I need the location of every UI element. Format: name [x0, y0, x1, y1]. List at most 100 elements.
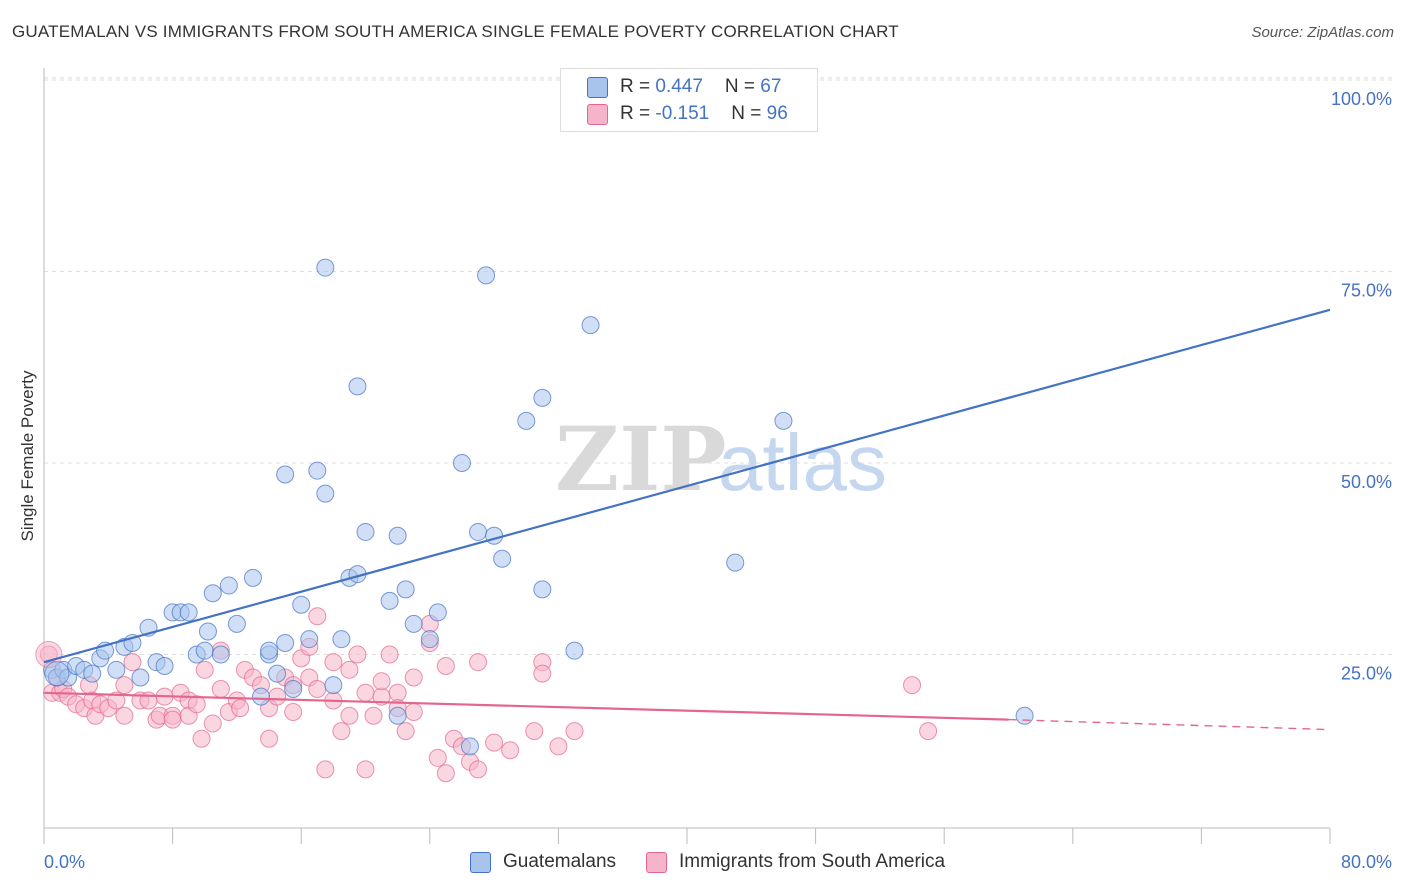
- guatemalan-point: [533, 388, 552, 407]
- immigrant-point: [364, 706, 383, 725]
- immigrant-point: [316, 760, 335, 779]
- immigrant-point: [436, 656, 455, 675]
- immigrant-point: [260, 729, 279, 748]
- data-points: [35, 258, 1034, 783]
- legend-label: Guatemalans: [503, 851, 617, 872]
- guatemalan-point: [155, 656, 174, 675]
- legend-r-label: R =: [620, 103, 656, 124]
- immigrant-point: [107, 691, 126, 710]
- guatemalan-point: [452, 454, 471, 472]
- guatemalan-trend-line: [43, 308, 1331, 664]
- guatemalan-point: [195, 641, 214, 660]
- immigrant-point: [380, 645, 399, 664]
- guatemalan-point: [396, 580, 415, 599]
- guatemalan-point: [219, 576, 238, 595]
- pink-swatch-icon: [646, 851, 668, 873]
- series-legend: Guatemalans Immigrants from South Americ…: [470, 851, 975, 873]
- guatemalan-point: [83, 664, 102, 683]
- immigrant-point: [372, 672, 391, 691]
- immigrant-point: [340, 660, 359, 679]
- guatemalan-point: [243, 568, 262, 587]
- watermark-atlas: atlas: [718, 418, 887, 507]
- immigrant-point: [469, 653, 488, 672]
- immigrant-point: [404, 668, 423, 687]
- immigrant-point: [187, 695, 206, 714]
- immigrant-point: [533, 664, 552, 683]
- immigrant-point: [203, 714, 222, 733]
- chart-title: GUATEMALAN VS IMMIGRANTS FROM SOUTH AMER…: [12, 22, 899, 41]
- guatemalan-point: [198, 622, 217, 641]
- guatemalan-point: [380, 591, 399, 610]
- immigrant-point: [356, 683, 375, 702]
- immigrant-point: [356, 760, 375, 779]
- trend-lines: [43, 308, 1331, 731]
- legend-r-label: R =: [620, 76, 656, 97]
- immigrant-trend-line: [43, 691, 1009, 721]
- guatemalan-point: [517, 411, 536, 430]
- immigrant-point: [211, 679, 230, 698]
- immigrant-point: [308, 607, 327, 626]
- guatemalan-point: [227, 614, 246, 633]
- immigrant-point: [404, 702, 423, 721]
- guatemalan-point: [533, 580, 552, 599]
- guatemalan-point: [469, 522, 488, 541]
- guatemalan-point: [131, 668, 150, 687]
- immigrant-point: [549, 737, 568, 756]
- guatemalan-point: [308, 461, 327, 480]
- immigrant-point: [192, 729, 211, 748]
- legend-n-label: N =: [724, 76, 761, 97]
- guatemalan-point: [316, 258, 335, 277]
- guatemalan-point: [774, 411, 793, 430]
- immigrant-point: [428, 748, 447, 767]
- guatemalan-point: [211, 645, 230, 664]
- immigrant-point: [115, 676, 134, 695]
- guatemalan-point: [428, 603, 447, 622]
- legend-item-immigrants: Immigrants from South America: [646, 851, 945, 873]
- legend-n-label: N =: [731, 103, 767, 124]
- guatemalan-point: [324, 676, 343, 695]
- legend-n-value: 67: [760, 76, 782, 97]
- legend-item-guatemalans: Guatemalans: [470, 851, 616, 873]
- guatemalan-point: [276, 465, 295, 484]
- guatemalan-point: [44, 661, 70, 687]
- immigrant-point: [919, 722, 938, 741]
- immigrant-point: [436, 764, 455, 783]
- immigrant-point: [340, 706, 359, 725]
- guatemalan-point: [107, 660, 126, 679]
- guatemalan-point: [292, 595, 311, 614]
- legend-r-value: 0.447: [655, 76, 703, 97]
- guatemalan-point: [404, 614, 423, 633]
- guatemalan-point: [565, 641, 584, 660]
- guatemalan-point: [316, 484, 335, 503]
- correlation-legend: R = 0.447 N = 67 R = -0.151 N = 96: [560, 68, 818, 132]
- legend-r-value: -0.151: [655, 103, 710, 124]
- immigrant-point: [115, 706, 134, 725]
- guatemalan-point: [356, 522, 375, 541]
- guatemalan-point: [420, 630, 439, 649]
- guatemalan-point: [252, 687, 271, 706]
- immigrant-point: [123, 653, 142, 672]
- legend-label: Immigrants from South America: [679, 851, 946, 872]
- immigrant-trend-extension: [1008, 718, 1331, 731]
- y-tick-label: 100.0%: [1331, 89, 1392, 109]
- guatemalan-point: [477, 266, 496, 285]
- guatemalan-point: [203, 584, 222, 603]
- immigrant-point: [332, 722, 351, 741]
- immigrant-point: [525, 722, 544, 741]
- immigrant-point: [903, 676, 922, 695]
- legend-row-guatemalans: R = 0.447 N = 67: [587, 74, 781, 100]
- guatemalan-point: [348, 377, 367, 396]
- immigrant-point: [396, 722, 415, 741]
- immigrant-point: [231, 699, 250, 718]
- guatemalan-point: [1015, 706, 1034, 725]
- guatemalan-point: [726, 553, 745, 572]
- immigrant-point: [485, 733, 504, 752]
- immigrant-point: [324, 653, 343, 672]
- immigrant-point: [268, 687, 287, 706]
- immigrant-point: [501, 741, 520, 760]
- immigrant-point: [284, 702, 303, 721]
- immigrant-point: [388, 683, 407, 702]
- y-tick-label: 25.0%: [1341, 664, 1392, 684]
- axes: [43, 68, 1331, 844]
